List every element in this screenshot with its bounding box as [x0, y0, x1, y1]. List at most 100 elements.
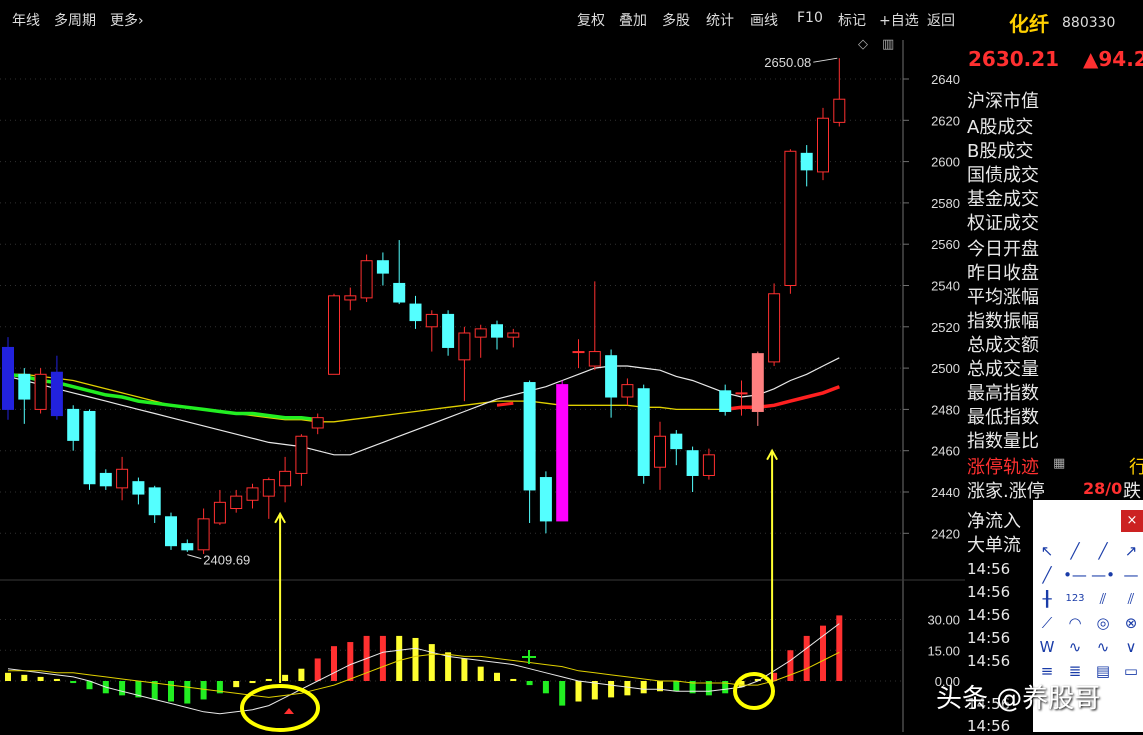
candle-body: [116, 468, 129, 489]
candle: [67, 405, 80, 451]
fib-lines-icon[interactable]: ≣: [1068, 662, 1082, 680]
arc-icon[interactable]: ◠: [1068, 614, 1082, 632]
candle-body: [539, 477, 552, 522]
candle-body: [50, 371, 63, 417]
more-button[interactable]: 更多›: [110, 10, 144, 30]
candle-body: [67, 408, 80, 441]
zigzag-icon[interactable]: ∿: [1068, 638, 1082, 656]
vertical-line-icon[interactable]: ╂: [1042, 590, 1052, 608]
more-label: 更多: [110, 13, 138, 29]
high-annotation: 2650.08: [764, 55, 811, 70]
gann-icon[interactable]: ⊗: [1124, 614, 1138, 632]
multi-period-button[interactable]: 多周期: [54, 13, 96, 29]
candle-body: [295, 435, 308, 474]
index-price: 2630.21: [968, 47, 1060, 71]
candle-body: [621, 384, 634, 398]
macd-bar: [379, 635, 386, 681]
close-icon[interactable]: ×: [1121, 510, 1143, 532]
candle: [262, 477, 275, 519]
cursor-icon[interactable]: ↖: [1040, 542, 1054, 560]
wave-icon[interactable]: W: [1039, 638, 1055, 656]
multi-stock-button[interactable]: 多股: [662, 13, 690, 29]
candle: [751, 351, 764, 426]
cycle-lines-icon[interactable]: ▤: [1095, 662, 1111, 680]
arrow-line-icon[interactable]: ↗: [1124, 542, 1138, 560]
info-label-low: 最低指数: [967, 407, 1039, 428]
v-pattern-icon[interactable]: ∨: [1125, 638, 1137, 656]
macd-bar: [5, 672, 11, 681]
candle-body: [34, 373, 47, 410]
info-label-market-cap: 沪深市值: [967, 91, 1039, 112]
candle: [360, 254, 373, 303]
y-tick-label: 2460: [931, 444, 960, 459]
macd-bar: [494, 672, 500, 681]
parallel-lines-icon[interactable]: ⫽: [1099, 590, 1107, 608]
draw-line-button[interactable]: 画线: [750, 13, 778, 29]
trend-icon[interactable]: ∿: [1096, 638, 1110, 656]
candle-body: [83, 410, 96, 485]
info-label-high: 最高指数: [967, 383, 1039, 404]
macd-bar: [559, 681, 566, 706]
candle: [2, 337, 14, 420]
candle-body: [132, 481, 145, 495]
macd-bar: [738, 681, 745, 688]
candle: [539, 471, 552, 534]
panel-toggle-icon[interactable]: ▥: [882, 37, 895, 52]
horizontal-segment-icon[interactable]: —: [1123, 566, 1139, 584]
statistics-button[interactable]: 统计: [706, 13, 734, 29]
macd-bar: [282, 674, 289, 681]
trade-time: 14:56: [967, 606, 1011, 624]
candlestick-chart[interactable]: 2640 2620 2600 2580 2560 2540 2520 2500 2480 2460…: [0, 0, 965, 732]
circle-icon[interactable]: ◎: [1096, 614, 1110, 632]
candle: [311, 413, 324, 435]
box-icon[interactable]: ▭: [1123, 662, 1139, 680]
macd-tick-label: 30.00: [927, 613, 960, 628]
restore-rights-button[interactable]: 复权: [577, 13, 605, 29]
macd-bar: [673, 681, 680, 692]
up-count-label: 涨家.涨停: [967, 481, 1045, 502]
period-yearly-button[interactable]: 年线: [12, 13, 40, 29]
candle-body: [344, 295, 357, 301]
macd-bar: [53, 678, 60, 681]
fan-icon[interactable]: ⟋: [1041, 614, 1053, 632]
diamond-icon[interactable]: ◇: [858, 37, 868, 52]
candle: [800, 145, 813, 187]
candle: [768, 283, 781, 367]
line-icon[interactable]: ╱: [1070, 542, 1080, 560]
add-favorite-button[interactable]: +自选: [879, 13, 919, 29]
info-label-volume-ratio: 指数量比: [967, 431, 1039, 452]
macd-dea-line: [8, 651, 840, 698]
candle-body: [230, 495, 243, 510]
candle: [132, 477, 145, 505]
y-tick-label: 2620: [931, 113, 960, 128]
grid-icon[interactable]: ▦: [1053, 456, 1066, 471]
f10-button[interactable]: F10: [797, 10, 823, 26]
horizontal-line-icon[interactable]: •—: [1063, 566, 1087, 584]
ray-icon[interactable]: ╱: [1098, 542, 1108, 560]
channel-icon[interactable]: ⫽: [1127, 590, 1135, 608]
up-count-value: 28/0: [1083, 479, 1123, 498]
down-count-label: 跌: [1123, 481, 1141, 502]
overlay-button[interactable]: 叠加: [619, 13, 647, 29]
macd-bar: [754, 678, 761, 681]
candle-body: [474, 328, 487, 338]
level-lines-icon[interactable]: ≡: [1040, 662, 1054, 680]
candle: [719, 384, 732, 416]
segment-icon[interactable]: ╱: [1042, 566, 1052, 584]
candle-body: [572, 351, 585, 354]
candle: [181, 539, 194, 552]
mark-button[interactable]: 标记: [838, 13, 866, 29]
top-toolbar: 年线 多周期 更多› 复权 叠加 多股 统计 画线 F10 标记 +自选 返回 …: [0, 0, 965, 52]
candle: [18, 368, 31, 424]
back-button[interactable]: 返回: [927, 13, 955, 29]
candle: [784, 149, 797, 294]
candle-body: [409, 303, 422, 322]
number-label-icon[interactable]: 123: [1065, 593, 1085, 604]
candle: [621, 378, 634, 406]
candle-body: [376, 260, 389, 274]
candle-body: [523, 382, 536, 491]
limit-track-label[interactable]: 涨停轨迹: [967, 457, 1039, 478]
horizontal-ray-icon[interactable]: —•: [1091, 566, 1115, 584]
macd-bar: [184, 681, 191, 704]
candle: [148, 485, 161, 523]
